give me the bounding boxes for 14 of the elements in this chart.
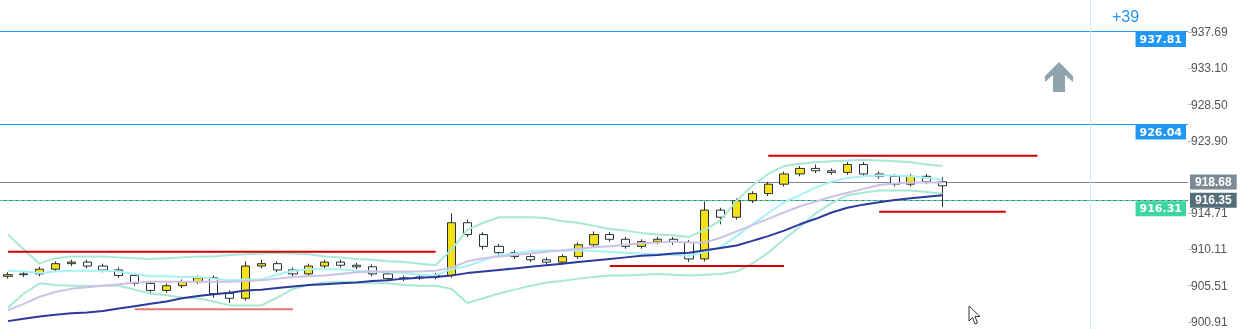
- annotation: +39: [1112, 7, 1140, 25]
- y-tick-label: 928.50: [1191, 97, 1229, 112]
- ref-line-label: 916.31: [1139, 202, 1182, 216]
- y-tick-label: 914.71: [1191, 206, 1229, 221]
- y-tick-label: 900.91: [1191, 314, 1229, 329]
- y-tick-label: 937.69: [1191, 25, 1229, 40]
- y-tick-label: 905.51: [1191, 278, 1229, 293]
- ref-line-label: 918.68: [1195, 174, 1233, 189]
- y-tick-label: 923.90: [1191, 133, 1229, 148]
- ref-line-label: 916.35: [1195, 193, 1233, 208]
- ref-line-label: 937.81: [1139, 32, 1182, 46]
- y-tick-label: 933.10: [1191, 61, 1229, 76]
- ref-line-label: 926.04: [1139, 125, 1183, 139]
- y-tick-label: 910.11: [1191, 242, 1228, 257]
